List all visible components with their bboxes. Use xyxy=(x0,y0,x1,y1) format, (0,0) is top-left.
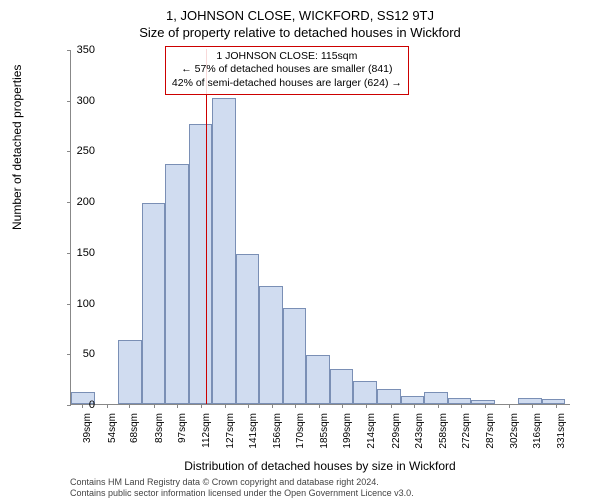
footer-attribution: Contains HM Land Registry data © Crown c… xyxy=(70,477,570,500)
xtick-mark xyxy=(485,404,486,408)
xtick-mark xyxy=(438,404,439,408)
histogram-bar xyxy=(401,396,425,404)
ytick-mark xyxy=(67,101,71,102)
chart-area: 39sqm54sqm68sqm83sqm97sqm112sqm127sqm141… xyxy=(70,50,570,405)
ytick-label: 200 xyxy=(77,196,95,208)
ytick-label: 150 xyxy=(77,247,95,259)
ytick-mark xyxy=(67,202,71,203)
xtick-label: 287sqm xyxy=(485,413,496,453)
xtick-label: 302sqm xyxy=(509,413,520,453)
ytick-mark xyxy=(67,151,71,152)
x-axis-label: Distribution of detached houses by size … xyxy=(70,459,570,473)
xtick-mark xyxy=(319,404,320,408)
xtick-mark xyxy=(509,404,510,408)
xtick-label: 229sqm xyxy=(391,413,402,453)
ytick-label: 50 xyxy=(83,348,95,360)
xtick-label: 258sqm xyxy=(438,413,449,453)
xtick-mark xyxy=(177,404,178,408)
histogram-bar xyxy=(518,398,542,404)
footer-line2: Contains public sector information licen… xyxy=(70,488,570,500)
histogram-bar xyxy=(189,124,213,404)
ytick-label: 100 xyxy=(77,298,95,310)
y-axis-label: Number of detached properties xyxy=(10,65,24,230)
xtick-label: 156sqm xyxy=(272,413,283,453)
xtick-mark xyxy=(248,404,249,408)
histogram-bar xyxy=(306,355,330,404)
xtick-mark xyxy=(391,404,392,408)
histogram-bar xyxy=(236,254,260,404)
ytick-mark xyxy=(67,50,71,51)
xtick-mark xyxy=(342,404,343,408)
histogram-bar xyxy=(448,398,472,404)
annotation-line: ← 57% of detached houses are smaller (84… xyxy=(172,63,402,77)
xtick-mark xyxy=(82,404,83,408)
plot-area: 39sqm54sqm68sqm83sqm97sqm112sqm127sqm141… xyxy=(70,50,570,405)
xtick-label: 39sqm xyxy=(82,413,93,453)
xtick-mark xyxy=(556,404,557,408)
ytick-label: 300 xyxy=(77,95,95,107)
xtick-label: 199sqm xyxy=(342,413,353,453)
xtick-mark xyxy=(129,404,130,408)
xtick-label: 243sqm xyxy=(414,413,425,453)
histogram-bar xyxy=(142,203,166,404)
histogram-bar xyxy=(424,392,448,404)
ytick-label: 0 xyxy=(89,399,95,411)
xtick-label: 141sqm xyxy=(248,413,259,453)
ytick-mark xyxy=(67,405,71,406)
histogram-bar xyxy=(353,381,377,404)
histogram-bar xyxy=(165,164,189,404)
histogram-bar xyxy=(118,340,142,404)
page-title-address: 1, JOHNSON CLOSE, WICKFORD, SS12 9TJ xyxy=(0,0,600,23)
ytick-label: 250 xyxy=(77,145,95,157)
histogram-bar xyxy=(212,98,236,404)
histogram-bar xyxy=(259,286,283,404)
xtick-label: 272sqm xyxy=(461,413,472,453)
histogram-bar xyxy=(330,369,354,405)
annotation-line: 1 JOHNSON CLOSE: 115sqm xyxy=(172,50,402,64)
histogram-bar xyxy=(283,308,307,404)
page-title-subtitle: Size of property relative to detached ho… xyxy=(0,23,600,40)
xtick-label: 331sqm xyxy=(556,413,567,453)
xtick-mark xyxy=(201,404,202,408)
xtick-label: 54sqm xyxy=(107,413,118,453)
ytick-mark xyxy=(67,253,71,254)
histogram-bar xyxy=(542,399,566,404)
xtick-label: 68sqm xyxy=(129,413,140,453)
xtick-mark xyxy=(414,404,415,408)
ytick-mark xyxy=(67,304,71,305)
ytick-mark xyxy=(67,354,71,355)
property-marker-line xyxy=(206,49,207,404)
ytick-label: 350 xyxy=(77,44,95,56)
footer-line1: Contains HM Land Registry data © Crown c… xyxy=(70,477,570,489)
xtick-mark xyxy=(272,404,273,408)
xtick-mark xyxy=(366,404,367,408)
xtick-label: 185sqm xyxy=(319,413,330,453)
annotation-line: 42% of semi-detached houses are larger (… xyxy=(172,77,402,91)
xtick-label: 170sqm xyxy=(295,413,306,453)
xtick-label: 83sqm xyxy=(154,413,165,453)
xtick-mark xyxy=(225,404,226,408)
xtick-label: 214sqm xyxy=(366,413,377,453)
xtick-label: 97sqm xyxy=(177,413,188,453)
xtick-label: 316sqm xyxy=(532,413,543,453)
xtick-mark xyxy=(154,404,155,408)
xtick-mark xyxy=(107,404,108,408)
histogram-bar xyxy=(471,400,495,404)
annotation-box: 1 JOHNSON CLOSE: 115sqm← 57% of detached… xyxy=(165,46,409,95)
xtick-mark xyxy=(461,404,462,408)
xtick-label: 127sqm xyxy=(225,413,236,453)
histogram-bar xyxy=(377,389,401,404)
xtick-mark xyxy=(532,404,533,408)
xtick-mark xyxy=(295,404,296,408)
xtick-label: 112sqm xyxy=(201,413,212,453)
